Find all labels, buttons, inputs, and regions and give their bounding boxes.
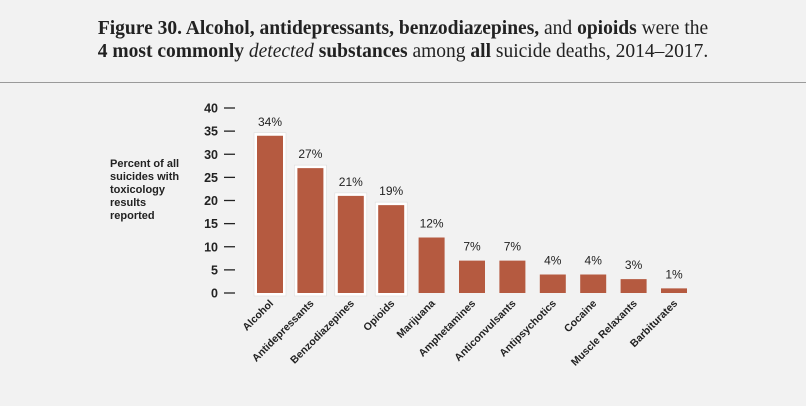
data-label: 4% (544, 254, 562, 268)
y-tick-label: 0 (211, 287, 218, 301)
category-label: Cocaine (562, 298, 599, 335)
title-part: were the (636, 18, 709, 39)
data-label: 4% (585, 254, 603, 268)
bar-alcohol (257, 135, 283, 293)
y-tick-label: 20 (204, 194, 218, 208)
title-divider (0, 82, 806, 83)
bar-anticonvulsants (499, 260, 526, 293)
data-label: 27% (298, 147, 322, 161)
data-label: 19% (379, 184, 403, 198)
y-tick-label: 40 (204, 102, 218, 116)
data-label: 12% (420, 217, 444, 231)
data-label: 3% (625, 258, 643, 272)
title-part: substances (313, 41, 408, 62)
bar-cocaine (580, 274, 607, 293)
data-label: 21% (339, 175, 363, 189)
category-label: Marijuana (395, 298, 438, 341)
title-part: Figure 30. Alcohol, antidepressants, ben… (97, 18, 540, 39)
title-part: all (470, 41, 492, 62)
title-part: suicide deaths, 2014–2017. (491, 41, 709, 62)
category-label: Opioids (361, 298, 397, 334)
bar-opioids (378, 205, 405, 293)
title-part: detected (248, 41, 314, 62)
chart-title: Figure 30. Alcohol, antidepressants, ben… (0, 17, 806, 63)
y-axis-label: Percent of all suicides with toxicology … (110, 158, 180, 222)
y-tick-label: 30 (204, 148, 218, 162)
data-label: 34% (258, 115, 282, 129)
data-label: 7% (504, 240, 522, 254)
y-tick-label: 15 (204, 217, 218, 231)
bar-benzodiazepines (337, 195, 364, 293)
title-part: among (407, 41, 471, 62)
title-part: and (539, 18, 578, 39)
y-tick-label: 5 (211, 263, 218, 277)
category-label: Alcohol (240, 298, 276, 334)
bar-amphetamines (459, 260, 485, 293)
bar-marijuana (418, 237, 445, 293)
y-tick-label: 35 (204, 125, 218, 139)
bar-antidepressants (297, 168, 324, 293)
y-tick-label: 10 (204, 240, 218, 254)
data-label: 7% (463, 240, 481, 254)
y-tick-label: 25 (204, 171, 218, 185)
bar-antipsychotics (539, 274, 566, 293)
title-part: opioids (577, 18, 637, 39)
data-label: 1% (665, 267, 683, 281)
bar-barbiturates (661, 288, 687, 293)
bar-muscle-relaxants (620, 279, 647, 293)
title-part: 4 most commonly (97, 41, 249, 62)
